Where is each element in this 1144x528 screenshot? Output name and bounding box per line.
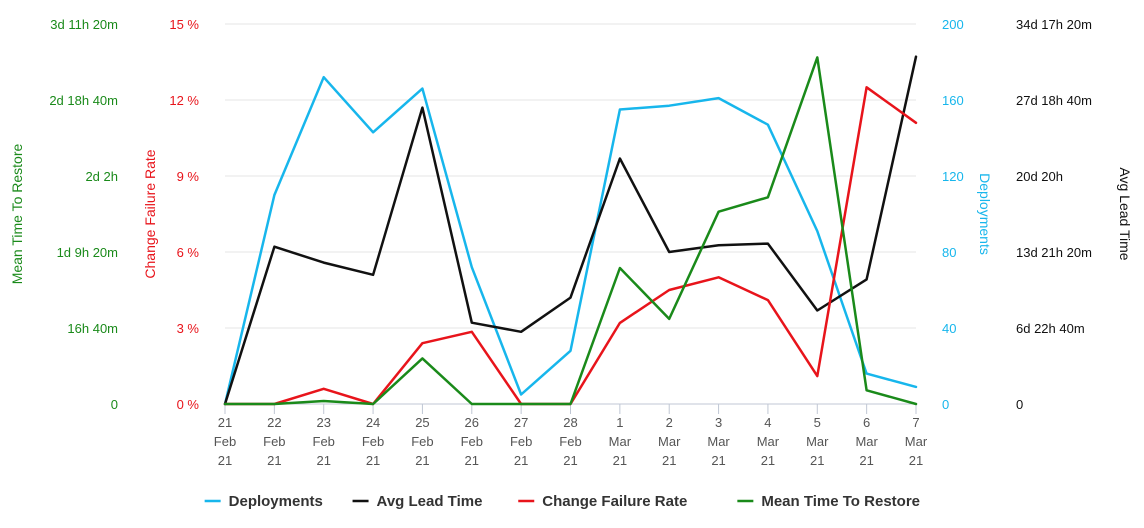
x-tick-label: 28 [563, 415, 577, 430]
lead-tick-label: 0 [1016, 397, 1023, 412]
x-tick-label: 21 [218, 453, 232, 468]
lead-tick-label: 13d 21h 20m [1016, 245, 1092, 260]
lead-axis-title: Avg Lead Time [1117, 167, 1133, 260]
x-tick-label: Mar [757, 434, 780, 449]
mttr-tick-label: 3d 11h 20m [50, 17, 118, 32]
mttr-axis: 0 16h 40m 1d 9h 20m 2d 2h 2d 18h 40m 3d 11h 2… [9, 17, 118, 412]
lead-tick-label: 34d 17h 20m [1016, 17, 1092, 32]
x-tick-label: 23 [316, 415, 330, 430]
lead-tick-label: 6d 22h 40m [1016, 321, 1085, 336]
deployments-tick-label: 120 [942, 169, 964, 184]
cfr-tick-label: 6 % [177, 245, 200, 260]
x-tick-label: Mar [658, 434, 681, 449]
mttr-tick-label: 2d 2h [85, 169, 118, 184]
x-tick-label: Mar [806, 434, 829, 449]
x-tick-label: Mar [707, 434, 730, 449]
x-tick-label: 21 [316, 453, 330, 468]
gridlines [225, 23, 916, 405]
mttr-tick-label: 16h 40m [67, 321, 118, 336]
x-tick-label: Mar [905, 434, 928, 449]
x-tick-label: 21 [859, 453, 873, 468]
cfr-axis-title: Change Failure Rate [142, 149, 158, 278]
cfr-tick-label: 15 % [169, 17, 199, 32]
x-tick-label: Feb [510, 434, 532, 449]
x-tick-label: Feb [214, 434, 236, 449]
mttr-tick-label: 0 [111, 397, 118, 412]
x-tick-label: 25 [415, 415, 429, 430]
x-tick-label: 22 [267, 415, 281, 430]
cfr-tick-label: 0 % [177, 397, 200, 412]
x-tick-label: Mar [855, 434, 878, 449]
x-tick-label: 5 [814, 415, 821, 430]
x-tick-label: Feb [362, 434, 384, 449]
cfr-tick-label: 12 % [169, 93, 199, 108]
deployments-tick-label: 0 [942, 397, 949, 412]
x-tick-label: 21 [366, 453, 380, 468]
mttr-tick-label: 2d 18h 40m [49, 93, 118, 108]
series-line-mean-time-to-restore[interactable] [223, 56, 918, 406]
deployments-tick-label: 200 [942, 17, 964, 32]
x-tick-label: 21 [909, 453, 923, 468]
series-line-avg-lead-time[interactable] [223, 55, 918, 406]
legend-item-deployments[interactable]: Deployments [204, 493, 323, 510]
cfr-axis: 0 % 3 % 6 % 9 % 12 % 15 % Change Failure Rate [142, 17, 199, 412]
x-tick-label: 21 [514, 453, 528, 468]
x-tick-label: 2 [666, 415, 673, 430]
x-tick-label: 21 [465, 453, 479, 468]
legend[interactable]: Deployments Avg Lead Time Change Failure R… [204, 493, 920, 510]
legend-label: Deployments [229, 493, 323, 510]
x-tick-label: 1 [616, 415, 623, 430]
x-tick-label: Feb [263, 434, 285, 449]
cfr-tick-label: 9 % [177, 169, 200, 184]
deployments-tick-label: 80 [942, 245, 956, 260]
mttr-axis-title: Mean Time To Restore [9, 144, 25, 285]
legend-label: Avg Lead Time [377, 493, 483, 510]
x-tick-label: 4 [764, 415, 771, 430]
x-axis: 21Feb2122Feb2123Feb2124Feb2125Feb2126Feb… [214, 404, 928, 468]
x-tick-label: 21 [267, 453, 281, 468]
series-lines [223, 55, 918, 406]
x-tick-label: 21 [761, 453, 775, 468]
series-line-deployments[interactable] [223, 75, 918, 406]
deployments-tick-label: 160 [942, 93, 964, 108]
x-tick-label: Feb [559, 434, 581, 449]
deployments-axis: 0 40 80 120 160 200 Deployments [942, 17, 993, 412]
x-tick-label: 21 [662, 453, 676, 468]
x-tick-label: 26 [465, 415, 479, 430]
x-tick-label: Feb [411, 434, 433, 449]
lead-tick-label: 27d 18h 40m [1016, 93, 1092, 108]
x-tick-label: Feb [313, 434, 335, 449]
legend-item-change-failure-rate[interactable]: Change Failure Rate [518, 493, 687, 510]
deployments-axis-title: Deployments [977, 173, 993, 255]
x-tick-label: 24 [366, 415, 380, 430]
lead-time-axis: 0 6d 22h 40m 13d 21h 20m 20d 20h 27d 18h 40m… [1016, 17, 1133, 412]
series-line-change-failure-rate[interactable] [223, 86, 918, 406]
cfr-tick-label: 3 % [177, 321, 200, 336]
legend-item-avg-lead-time[interactable]: Avg Lead Time [352, 493, 483, 510]
x-tick-label: 3 [715, 415, 722, 430]
x-tick-label: Feb [461, 434, 483, 449]
x-tick-label: 27 [514, 415, 528, 430]
x-tick-label: 6 [863, 415, 870, 430]
x-tick-label: 21 [563, 453, 577, 468]
legend-item-mean-time-to-restore[interactable]: Mean Time To Restore [737, 493, 920, 510]
legend-label: Change Failure Rate [542, 493, 687, 510]
x-tick-label: Mar [609, 434, 632, 449]
mttr-tick-label: 1d 9h 20m [57, 245, 118, 260]
lead-tick-label: 20d 20h [1016, 169, 1063, 184]
x-tick-label: 21 [218, 415, 232, 430]
legend-label: Mean Time To Restore [761, 493, 920, 510]
deployments-tick-label: 40 [942, 321, 956, 336]
x-tick-label: 21 [415, 453, 429, 468]
x-tick-label: 21 [711, 453, 725, 468]
x-tick-label: 21 [613, 453, 627, 468]
x-tick-label: 21 [810, 453, 824, 468]
x-tick-label: 7 [912, 415, 919, 430]
